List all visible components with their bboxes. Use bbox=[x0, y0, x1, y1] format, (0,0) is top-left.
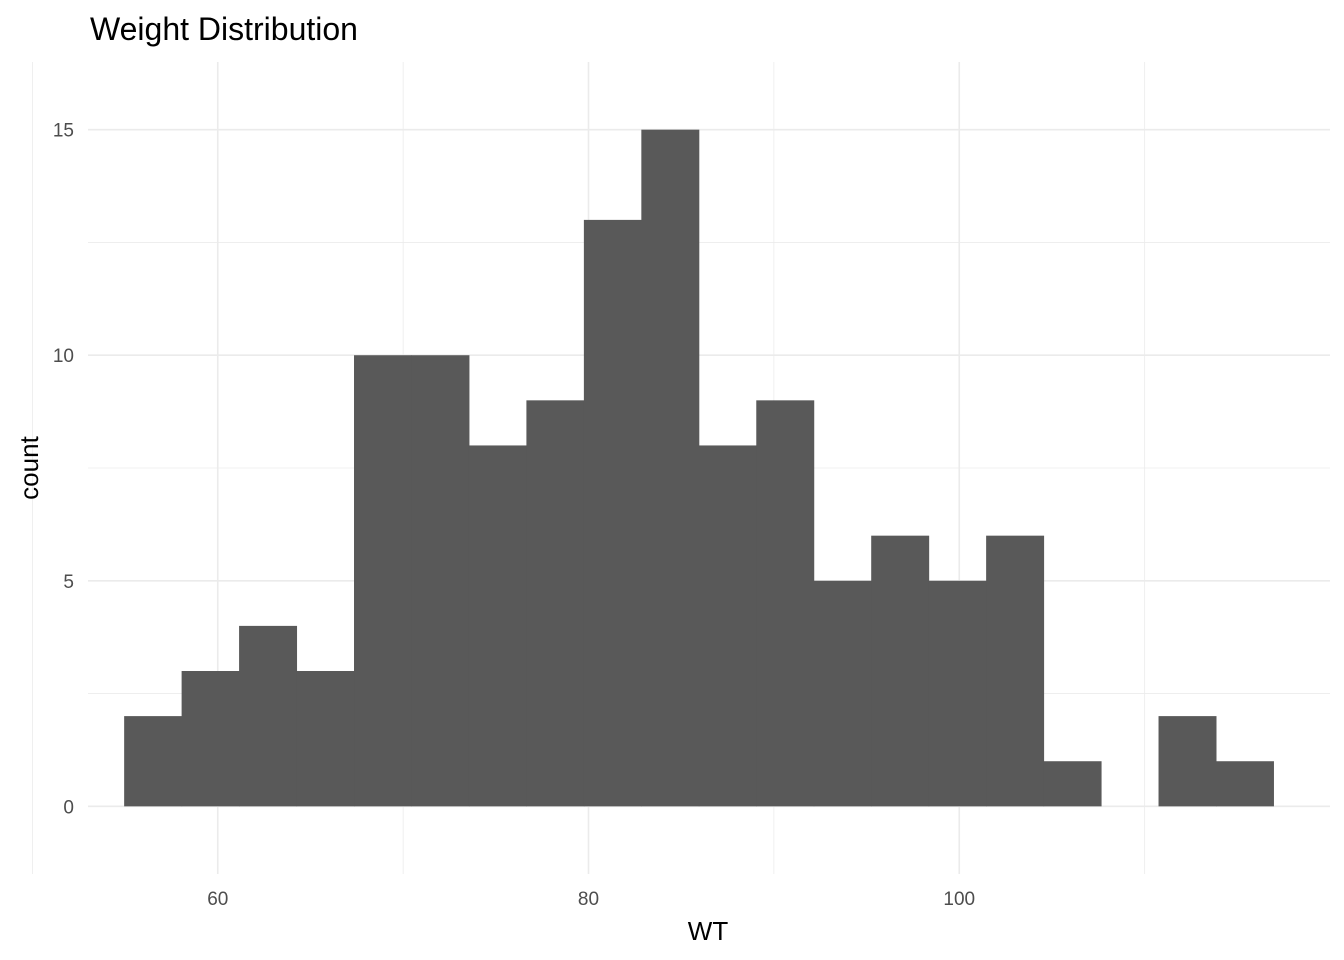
y-tick-label: 0 bbox=[63, 797, 74, 818]
histogram-bar bbox=[698, 445, 757, 807]
histogram-bar bbox=[468, 445, 527, 807]
histogram-bar bbox=[1043, 761, 1102, 807]
x-tick-label: 60 bbox=[207, 889, 228, 910]
y-tick-label: 10 bbox=[53, 346, 74, 367]
histogram-bar bbox=[124, 716, 183, 807]
histogram-bar bbox=[756, 400, 815, 807]
histogram-bar bbox=[641, 129, 700, 807]
grid-lines bbox=[31, 62, 1330, 874]
histogram-bar bbox=[928, 580, 987, 807]
histogram-bars bbox=[124, 129, 1274, 807]
histogram-bar bbox=[526, 400, 585, 807]
histogram-bar bbox=[1215, 761, 1274, 807]
y-tick-label: 15 bbox=[53, 121, 74, 142]
chart-title: Weight Distribution bbox=[90, 11, 358, 47]
x-tick-label: 80 bbox=[578, 889, 599, 910]
y-axis-title: count bbox=[14, 435, 44, 499]
x-tick-label: 100 bbox=[943, 889, 975, 910]
histogram-bar bbox=[296, 671, 355, 807]
histogram-bar bbox=[1158, 716, 1217, 807]
histogram-bar bbox=[181, 671, 240, 807]
histogram-bar bbox=[813, 580, 872, 807]
histogram-bar bbox=[583, 219, 642, 807]
y-tick-label: 5 bbox=[63, 572, 74, 593]
histogram-bar bbox=[411, 355, 470, 807]
y-axis-tick-labels: 0 5 10 15 bbox=[53, 121, 74, 819]
histogram-bar bbox=[986, 535, 1045, 807]
x-axis-title: WT bbox=[688, 916, 729, 946]
histogram-bar bbox=[239, 625, 298, 807]
x-axis-tick-labels: 60 80 100 bbox=[207, 889, 975, 910]
histogram-bar bbox=[871, 535, 930, 807]
histogram-bar bbox=[354, 355, 412, 807]
